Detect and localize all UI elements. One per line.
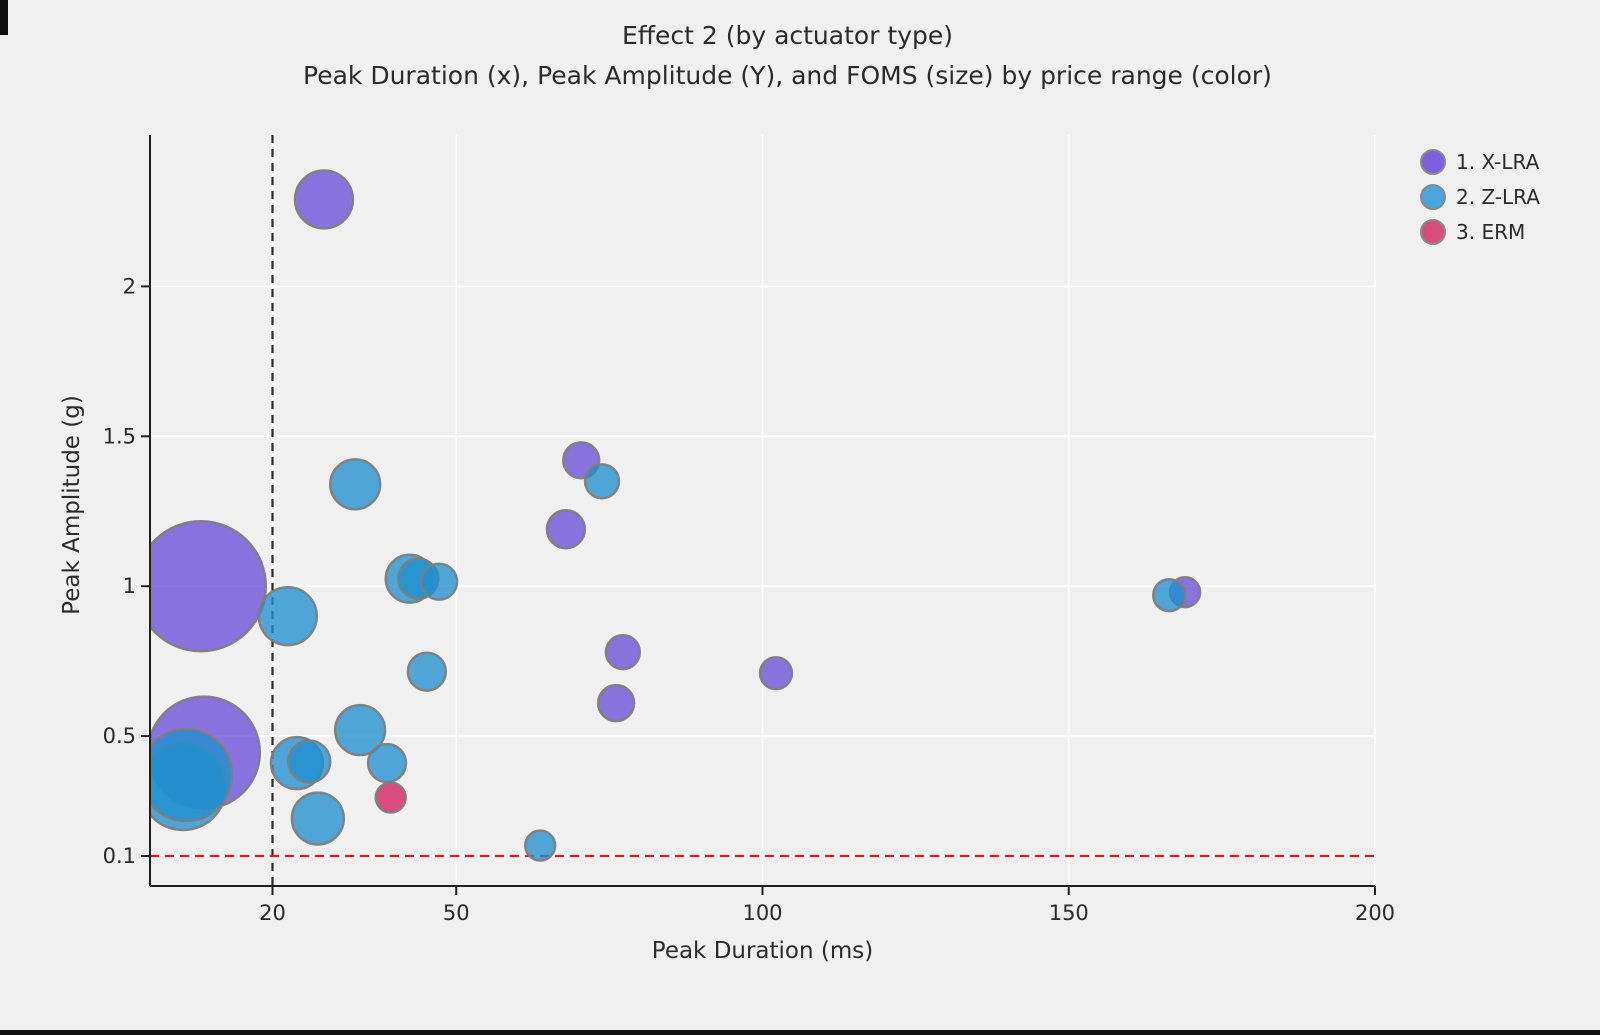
y-tick-label: 1.5 <box>103 424 136 448</box>
series-3. ERM <box>374 781 407 814</box>
bubble <box>333 703 387 757</box>
series-2. Z-LRA <box>150 458 1187 862</box>
bubble <box>374 781 407 814</box>
legend: 1. X-LRA 2. Z-LRA 3. ERM <box>1420 147 1540 246</box>
window-edge-artifact-topleft <box>0 0 8 35</box>
y-tick-label: 0.5 <box>103 724 136 748</box>
bubble <box>1151 577 1187 613</box>
legend-label: 3. ERM <box>1456 219 1526 244</box>
bubble <box>523 829 557 862</box>
bubble <box>758 655 794 691</box>
bubble <box>419 562 459 601</box>
series-1. X-LRA <box>150 169 1202 810</box>
bubble <box>545 509 587 550</box>
y-tick-label: 1 <box>123 574 136 598</box>
y-tick-label: 0.1 <box>103 844 136 868</box>
bubble-series <box>150 169 1202 862</box>
chart-title-block: Effect 2 (by actuator type) Peak Duratio… <box>0 16 1575 96</box>
bubble <box>583 463 621 500</box>
bubble <box>293 169 355 230</box>
x-tick-label: 200 <box>1355 901 1395 925</box>
legend-swatch-icon <box>1420 218 1446 245</box>
legend-swatch-icon <box>1420 148 1446 175</box>
tick-marks <box>141 285 1376 895</box>
bubble <box>290 791 346 846</box>
x-tick-label: 50 <box>443 901 470 925</box>
reference-lines <box>150 135 1375 886</box>
x-tick-label: 20 <box>259 901 286 925</box>
y-tick-label: 2 <box>123 274 136 298</box>
bubble <box>257 585 319 647</box>
legend-label: 2. Z-LRA <box>1456 184 1540 209</box>
legend-item: 2. Z-LRA <box>1420 182 1540 211</box>
legend-item: 1. X-LRA <box>1420 147 1540 176</box>
legend-label: 1. X-LRA <box>1456 149 1540 174</box>
x-tick-label: 100 <box>742 901 782 925</box>
chart-subtitle: Peak Duration (x), Peak Amplitude (Y), a… <box>303 61 1272 90</box>
bubble <box>150 727 234 823</box>
x-axis-label: Peak Duration (ms) <box>651 938 874 964</box>
legend-item: 3. ERM <box>1420 217 1540 246</box>
bubble <box>406 651 448 692</box>
bubble <box>604 633 642 671</box>
bubble <box>287 739 332 784</box>
x-tick-label: 150 <box>1049 901 1089 925</box>
bubble <box>150 520 268 653</box>
bubble <box>328 458 382 511</box>
tick-labels: 20 50 100 150 200 0.1 0.5 1 1.5 2 <box>103 274 1395 925</box>
chart-title: Effect 2 (by actuator type) <box>621 21 954 50</box>
window-edge-artifact-bottom <box>0 1030 1600 1035</box>
legend-swatch-icon <box>1420 183 1446 210</box>
gridlines <box>150 135 1376 886</box>
bubble <box>366 742 408 784</box>
y-axis-label: Peak Amplitude (g) <box>59 395 85 615</box>
bubble <box>596 683 636 723</box>
